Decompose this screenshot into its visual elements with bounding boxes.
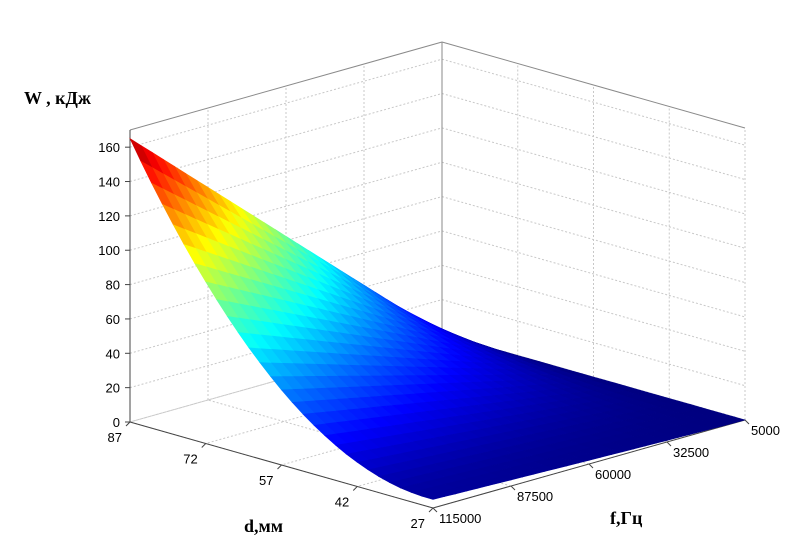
box-edge: [441, 41, 746, 129]
d-tick-mark: [428, 507, 434, 513]
d-axis-label: d,мм: [244, 516, 283, 536]
f-axis-label: f,Гц: [610, 508, 643, 528]
surface-mesh: [129, 137, 747, 500]
w-tick-label: 120: [98, 209, 120, 224]
w-tick-label: 20: [106, 381, 120, 396]
f-tick-mark: [432, 507, 438, 513]
w-tick-label: 80: [106, 278, 120, 293]
d-tick-mark: [277, 464, 282, 470]
d-tick-label: 72: [183, 452, 197, 467]
grid-line: [441, 230, 746, 318]
f-tick-label: 32500: [673, 445, 709, 460]
f-tick-mark: [744, 419, 750, 425]
f-tick-label: 87500: [517, 489, 553, 504]
d-tick-label: 87: [108, 430, 122, 445]
d-tick-label: 27: [411, 516, 425, 531]
w-axis-label: W , кДж: [24, 88, 92, 108]
d-tick-mark: [352, 486, 358, 491]
w-tick-label: 160: [98, 140, 120, 155]
d-tick-mark: [201, 443, 207, 448]
w-tick-label: 100: [98, 243, 120, 258]
f-tick-label: 60000: [595, 467, 631, 482]
f-tick-mark: [510, 485, 516, 491]
f-tick-mark: [666, 441, 672, 447]
w-tick-label: 140: [98, 175, 120, 190]
w-tick-label: 0: [113, 415, 120, 430]
w-tick-label: 60: [106, 312, 120, 327]
d-tick-label: 57: [259, 473, 273, 488]
grid-line: [441, 299, 746, 387]
d-tick-label: 42: [335, 495, 349, 510]
f-tick-mark: [588, 463, 594, 469]
w-tick-label: 40: [106, 346, 120, 361]
grid-line: [441, 127, 746, 215]
grid-line: [441, 58, 746, 146]
f-tick-label: 115000: [439, 511, 481, 526]
d-tick-mark: [125, 421, 131, 427]
box-edge: [129, 41, 443, 131]
f-axis-ticks: 5000 32500 60000 87500 115000: [432, 419, 780, 526]
surface-patch: [421, 493, 446, 500]
grid-line: [441, 161, 746, 249]
f-tick-label: 5000: [751, 423, 780, 438]
d-axis-ticks: 87 72 57 42 27: [108, 421, 434, 531]
w-axis-ticks: 0 20 40 60 80 100 120 140 160: [98, 140, 130, 430]
